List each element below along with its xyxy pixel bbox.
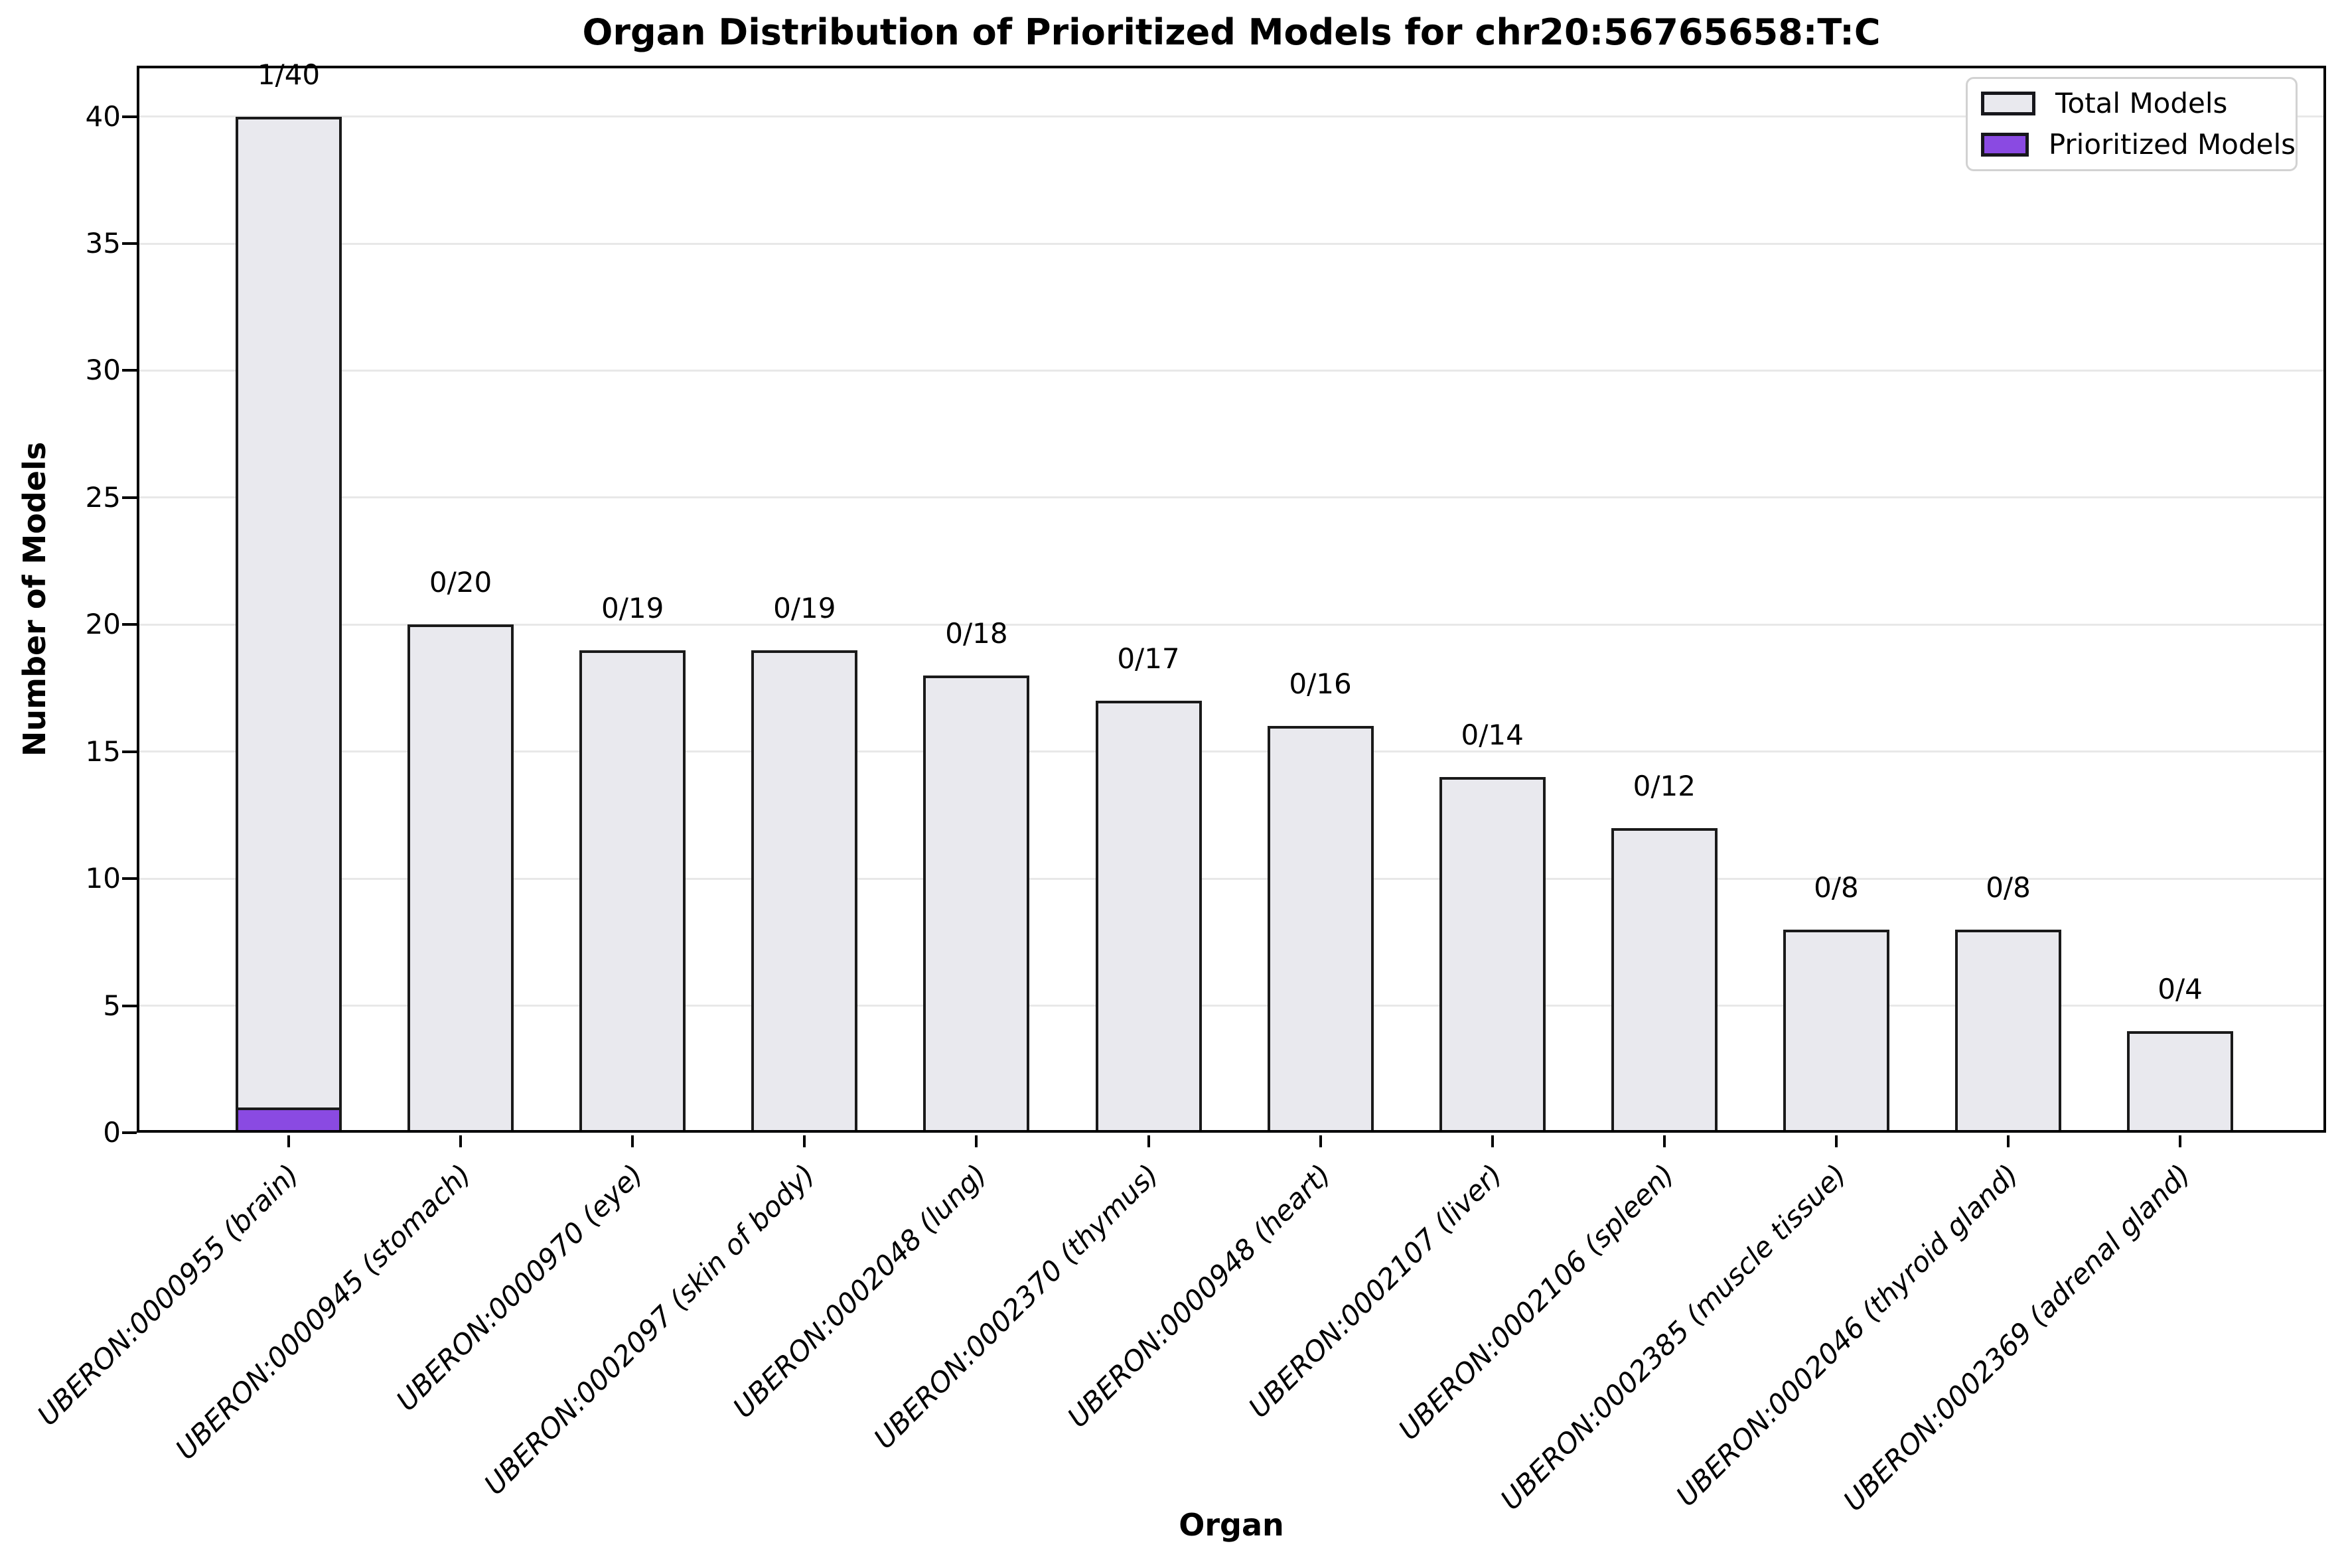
x-tick-3 [803, 1135, 806, 1147]
x-tick-9 [1834, 1135, 1838, 1147]
bar-annotation-5: 0/17 [1117, 642, 1180, 676]
bar-total-5 [1095, 701, 1202, 1133]
y-tick-label-30: 30 [85, 354, 121, 387]
y-tick-35 [122, 242, 137, 245]
y-tick-label-35: 35 [85, 227, 121, 259]
bar-total-3 [751, 650, 858, 1133]
gridline-y-40 [139, 115, 2323, 118]
x-tick-2 [631, 1135, 634, 1147]
gridline-y-10 [139, 877, 2323, 880]
x-category-label-10: UBERON:0002046 (thyroid gland) [1670, 1158, 2025, 1513]
y-tick-30 [122, 369, 137, 372]
gridline-y-15 [139, 750, 2323, 753]
gridline-y-25 [139, 496, 2323, 499]
bar-annotation-8: 0/12 [1633, 769, 1696, 802]
legend-swatch-prioritized-models [1981, 133, 2029, 157]
y-tick-label-20: 20 [85, 608, 121, 641]
y-tick-label-5: 5 [103, 989, 121, 1022]
x-tick-1 [459, 1135, 463, 1147]
y-tick-10 [122, 877, 137, 881]
bar-annotation-0: 1/40 [257, 58, 321, 91]
y-tick-25 [122, 496, 137, 499]
bar-total-7 [1439, 777, 1546, 1133]
bar-annotation-3: 0/19 [773, 591, 836, 624]
bar-annotation-1: 0/20 [429, 566, 492, 599]
x-tick-8 [1662, 1135, 1666, 1147]
gridline-y-5 [139, 1005, 2323, 1007]
bar-total-9 [1783, 929, 1889, 1133]
legend-item-prioritized-models: Prioritized Models [1968, 128, 2296, 161]
y-tick-15 [122, 750, 137, 753]
bar-total-2 [579, 650, 686, 1133]
y-tick-0 [122, 1131, 137, 1134]
bar-annotation-4: 0/18 [945, 616, 1008, 650]
bar-total-0 [236, 116, 342, 1133]
x-category-label-5: UBERON:0002370 (thymus) [867, 1158, 1165, 1455]
x-tick-6 [1319, 1135, 1322, 1147]
legend-item-total-models: Total Models [1968, 87, 2296, 120]
bar-annotation-2: 0/19 [601, 591, 664, 624]
bar-annotation-10: 0/8 [1986, 871, 2031, 904]
y-tick-5 [122, 1004, 137, 1007]
x-tick-5 [1147, 1135, 1150, 1147]
bar-total-6 [1267, 726, 1374, 1133]
legend-label-prioritized-models: Prioritized Models [2048, 128, 2296, 161]
x-category-label-11: UBERON:0002369 (adrenal gland) [1836, 1158, 2197, 1518]
legend-label-total-models: Total Models [2055, 87, 2228, 119]
bar-total-4 [923, 675, 1030, 1133]
x-category-label-3: UBERON:0002097 (skin of body) [477, 1158, 821, 1502]
bar-total-8 [1611, 827, 1718, 1133]
x-category-label-9: UBERON:0002385 (muscle tissue) [1494, 1158, 1853, 1517]
gridline-y-30 [139, 369, 2323, 372]
bar-annotation-9: 0/8 [1814, 871, 1859, 904]
x-tick-4 [975, 1135, 978, 1147]
x-tick-10 [2007, 1135, 2010, 1147]
y-tick-label-10: 10 [85, 862, 121, 895]
x-category-label-8: UBERON:0002106 (spleen) [1392, 1158, 1681, 1447]
bar-total-10 [1955, 929, 2061, 1133]
legend: Total Models Prioritized Models [1966, 77, 2298, 171]
x-tick-11 [2179, 1135, 2182, 1147]
y-tick-label-0: 0 [103, 1116, 121, 1149]
x-tick-7 [1491, 1135, 1494, 1147]
legend-swatch-total-models [1981, 92, 2035, 115]
bar-annotation-11: 0/4 [2158, 972, 2203, 1005]
gridline-y-35 [139, 242, 2323, 245]
x-axis-title: Organ [1179, 1507, 1284, 1543]
x-category-label-1: UBERON:0000945 (stomach) [169, 1158, 477, 1466]
y-tick-label-25: 25 [85, 480, 121, 514]
y-tick-label-40: 40 [85, 100, 121, 133]
y-tick-label-15: 15 [85, 735, 121, 768]
y-tick-40 [122, 115, 137, 118]
bar-total-1 [407, 624, 514, 1133]
x-tick-0 [287, 1135, 290, 1147]
chart-title: Organ Distribution of Prioritized Models… [582, 11, 1881, 53]
bar-annotation-6: 0/16 [1289, 668, 1352, 701]
bar-total-11 [2127, 1031, 2234, 1133]
bar-annotation-7: 0/14 [1461, 719, 1524, 751]
gridline-y-20 [139, 623, 2323, 626]
y-tick-20 [122, 623, 137, 626]
